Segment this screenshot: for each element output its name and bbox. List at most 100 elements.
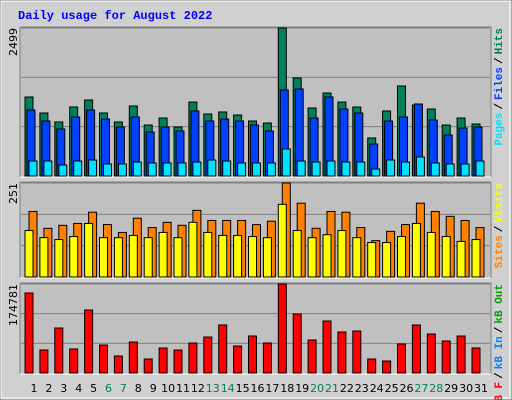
bar bbox=[73, 160, 83, 177]
legend-entry: kB F bbox=[494, 382, 506, 400]
legend: kB F / kB In / kB Out bbox=[494, 284, 506, 400]
bar bbox=[69, 348, 79, 374]
bar bbox=[54, 239, 64, 278]
bar bbox=[113, 355, 123, 374]
bar bbox=[266, 162, 276, 177]
x-tick-label: 26 bbox=[400, 382, 414, 395]
bar bbox=[248, 335, 257, 374]
bar bbox=[128, 341, 138, 374]
bar bbox=[39, 237, 49, 278]
legend-entry: Hits bbox=[494, 28, 506, 54]
bar bbox=[307, 339, 317, 374]
bar bbox=[117, 163, 127, 177]
bar bbox=[237, 162, 247, 177]
bar bbox=[143, 358, 153, 374]
bar bbox=[203, 231, 213, 278]
bar bbox=[222, 160, 232, 177]
y-tick-label: 251 bbox=[7, 183, 20, 204]
bar bbox=[356, 161, 366, 177]
bar bbox=[471, 239, 481, 278]
x-tick-label: 4 bbox=[75, 382, 82, 395]
bar bbox=[113, 237, 123, 278]
bar bbox=[203, 336, 213, 374]
x-tick-label: 29 bbox=[444, 382, 458, 395]
bar bbox=[307, 237, 317, 278]
bar bbox=[99, 237, 108, 278]
bar bbox=[28, 160, 38, 177]
x-tick-label: 6 bbox=[105, 382, 112, 395]
bar bbox=[277, 203, 287, 278]
bar bbox=[426, 231, 436, 278]
bar bbox=[322, 234, 332, 278]
bar bbox=[54, 327, 64, 374]
bar bbox=[426, 333, 436, 374]
x-tick-label: 1 bbox=[31, 382, 38, 395]
x-tick-label: 22 bbox=[340, 382, 354, 395]
legend-separator: / bbox=[494, 57, 506, 64]
x-tick-label: 20 bbox=[310, 382, 324, 395]
x-tick-label: 12 bbox=[191, 382, 205, 395]
bar bbox=[128, 234, 138, 278]
y-tick-label: 174781 bbox=[7, 284, 20, 326]
bar bbox=[24, 292, 34, 374]
bar bbox=[188, 342, 198, 374]
x-tick-label: 7 bbox=[120, 382, 127, 395]
bar bbox=[281, 148, 291, 177]
bar bbox=[352, 330, 362, 374]
bar bbox=[411, 324, 421, 374]
bar bbox=[147, 162, 157, 177]
legend: Pages / Files / Hits bbox=[494, 28, 506, 146]
legend-entry: Pages bbox=[494, 113, 506, 146]
x-tick-label: 13 bbox=[206, 382, 220, 395]
bar bbox=[277, 283, 287, 374]
x-tick-label: 16 bbox=[251, 382, 265, 395]
bar bbox=[475, 160, 485, 177]
bar bbox=[84, 222, 94, 278]
x-tick-label: 17 bbox=[265, 382, 279, 395]
x-tick-label: 21 bbox=[325, 382, 339, 395]
bar bbox=[143, 237, 153, 278]
x-tick-label: 8 bbox=[135, 382, 142, 395]
bar bbox=[173, 237, 183, 278]
bar bbox=[43, 160, 53, 177]
bar bbox=[99, 344, 108, 374]
bar bbox=[162, 162, 172, 177]
legend-entry: Visits bbox=[494, 183, 506, 223]
x-tick-label: 23 bbox=[355, 382, 369, 395]
bar bbox=[311, 161, 321, 177]
y-tick-label: 2499 bbox=[7, 28, 20, 56]
bar bbox=[397, 236, 406, 278]
bar bbox=[430, 162, 440, 177]
bar bbox=[103, 163, 112, 177]
legend-entry: kB In bbox=[494, 336, 506, 369]
bar bbox=[39, 349, 49, 374]
x-tick-label: 24 bbox=[370, 382, 384, 395]
legend: Sites / Visits bbox=[494, 183, 506, 268]
bar bbox=[252, 162, 261, 177]
bar bbox=[292, 313, 302, 374]
bar bbox=[371, 168, 381, 177]
x-tick-label: 9 bbox=[150, 382, 157, 395]
bar bbox=[188, 221, 198, 278]
chart-title: Daily usage for August 2022 bbox=[18, 9, 212, 23]
bar bbox=[296, 160, 306, 177]
bar bbox=[69, 236, 79, 278]
bar bbox=[471, 347, 481, 374]
x-tick-label: 15 bbox=[236, 382, 250, 395]
bar bbox=[177, 162, 187, 177]
bar bbox=[58, 164, 68, 177]
bar bbox=[386, 159, 396, 177]
bar bbox=[233, 234, 243, 278]
bar bbox=[218, 234, 228, 278]
bar bbox=[173, 349, 183, 374]
x-tick-label: 30 bbox=[459, 382, 473, 395]
bar bbox=[401, 161, 410, 177]
legend-entry: Files bbox=[494, 67, 506, 100]
legend-separator: / bbox=[494, 372, 506, 379]
bar bbox=[337, 230, 347, 278]
bar bbox=[132, 161, 142, 177]
x-tick-label: 18 bbox=[280, 382, 294, 395]
x-tick-label: 5 bbox=[90, 382, 97, 395]
